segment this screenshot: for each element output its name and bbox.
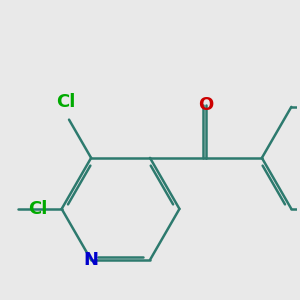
Text: Cl: Cl (28, 200, 47, 218)
Text: N: N (84, 251, 99, 269)
Text: O: O (198, 96, 214, 114)
Text: Cl: Cl (56, 93, 76, 111)
